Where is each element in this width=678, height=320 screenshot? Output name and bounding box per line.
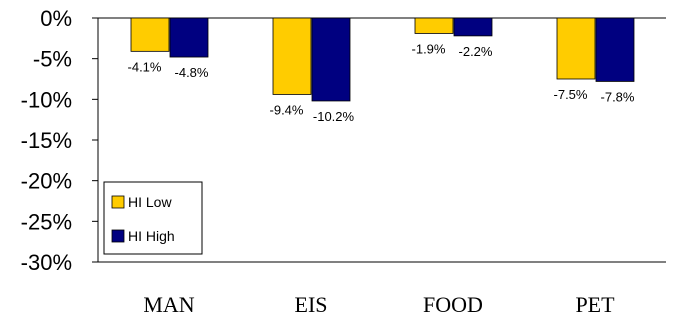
data-label: -9.4% <box>270 102 304 117</box>
y-tick-label: -15% <box>21 128 72 153</box>
y-tick-label: -10% <box>21 87 72 112</box>
bar-man-series-0 <box>130 17 170 52</box>
legend-label-1: HI High <box>128 228 175 244</box>
y-tick-label: -5% <box>33 47 72 72</box>
legend-box <box>103 181 203 255</box>
bar-pet-series-0 <box>556 17 596 80</box>
data-label: -4.1% <box>128 59 162 74</box>
bar-food-series-1 <box>453 17 493 37</box>
data-label: -4.8% <box>175 65 209 80</box>
y-tick-label: 0% <box>40 6 72 31</box>
bar-pet-series-1 <box>595 17 635 82</box>
bar-food-series-0 <box>414 17 454 34</box>
legend-swatch-0 <box>111 195 125 209</box>
x-tick-label: PET <box>575 292 615 317</box>
legend-label-0: HI Low <box>128 194 172 210</box>
y-tick-label: -25% <box>21 209 72 234</box>
x-tick-label: MAN <box>143 292 194 317</box>
data-label: -1.9% <box>412 41 446 56</box>
y-tick-label: -20% <box>21 169 72 194</box>
data-label: -7.8% <box>601 89 635 104</box>
data-label: -2.2% <box>459 44 493 59</box>
bar-eis-series-0 <box>272 17 312 95</box>
bar-eis-series-1 <box>311 17 351 102</box>
legend-swatch-1 <box>111 229 125 243</box>
data-label: -7.5% <box>554 87 588 102</box>
x-tick-label: EIS <box>295 292 328 317</box>
x-tick-label: FOOD <box>423 292 483 317</box>
data-label: -10.2% <box>313 109 355 124</box>
bar-man-series-1 <box>169 17 209 58</box>
y-tick-label: -30% <box>21 250 72 275</box>
